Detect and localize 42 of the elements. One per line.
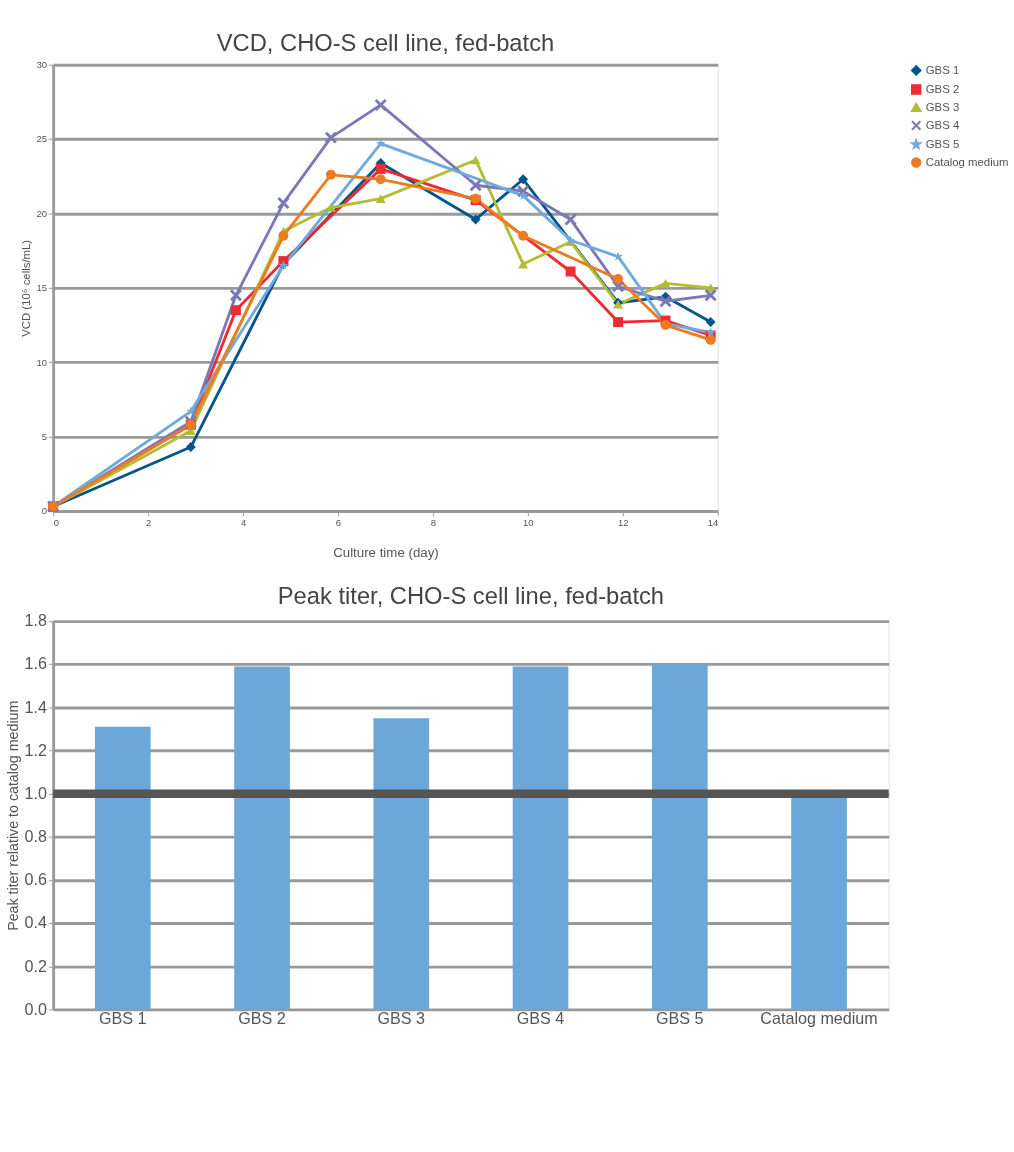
y-tick-label: 0.8 — [24, 827, 48, 846]
legend-label: GBS 5 — [925, 138, 960, 151]
y-tick-label: 1.8 — [24, 611, 48, 630]
x-tick-label: 14 — [707, 516, 719, 528]
y-tick-label: 0.2 — [24, 956, 48, 975]
x-tick-label: GBS 5 — [656, 1009, 704, 1028]
x-tick-label: 12 — [618, 516, 629, 528]
x-tick-label: Catalog medium — [760, 1009, 878, 1028]
x-axis-title: Culture time (day) — [333, 545, 439, 561]
x-tick-label: GBS 3 — [377, 1009, 426, 1028]
x-tick-label: 6 — [335, 516, 342, 528]
x-tick-label: GBS 2 — [238, 1009, 286, 1028]
x-tick-label: GBS 1 — [99, 1009, 147, 1028]
y-tick-label: 0 — [41, 505, 47, 517]
y-tick-label: 15 — [36, 282, 47, 294]
y-tick-label: 1.4 — [24, 697, 48, 716]
legend-label: GBS 4 — [925, 119, 960, 132]
y-tick-label: 0.0 — [24, 999, 48, 1018]
y-tick-label: 1.6 — [24, 654, 48, 673]
chart-title: Peak titer, CHO-S cell line, fed-batch — [277, 583, 665, 610]
legend-label: GBS 1 — [925, 64, 960, 77]
y-axis-title: VCD (10⁶ cells/mL) — [19, 239, 32, 337]
y-tick-label: 5 — [41, 430, 47, 442]
y-tick-label: 0.4 — [24, 913, 48, 932]
x-tick-label: GBS 4 — [516, 1009, 565, 1028]
y-tick-label: 30 — [36, 59, 47, 71]
y-axis-title: Peak titer relative to catalog medium — [4, 700, 21, 931]
y-tick-label: 0.6 — [24, 870, 48, 889]
y-tick-label: 20 — [36, 207, 47, 219]
x-tick-label: 8 — [430, 516, 437, 528]
x-tick-label: 10 — [523, 516, 534, 528]
x-tick-label: 2 — [145, 516, 152, 528]
x-tick-label: 0 — [53, 516, 59, 528]
y-tick-label: 25 — [36, 133, 47, 145]
x-tick-label: 4 — [240, 516, 247, 528]
y-tick-label: 1.2 — [24, 740, 48, 759]
y-tick-label: 10 — [36, 356, 47, 368]
legend-label: GBS 3 — [925, 101, 960, 114]
chart-title: VCD, CHO-S cell line, fed-batch — [216, 30, 555, 57]
y-tick-label: 1.0 — [24, 783, 48, 802]
legend-label: GBS 2 — [925, 83, 960, 96]
legend-label: Catalog medium — [925, 156, 1009, 169]
